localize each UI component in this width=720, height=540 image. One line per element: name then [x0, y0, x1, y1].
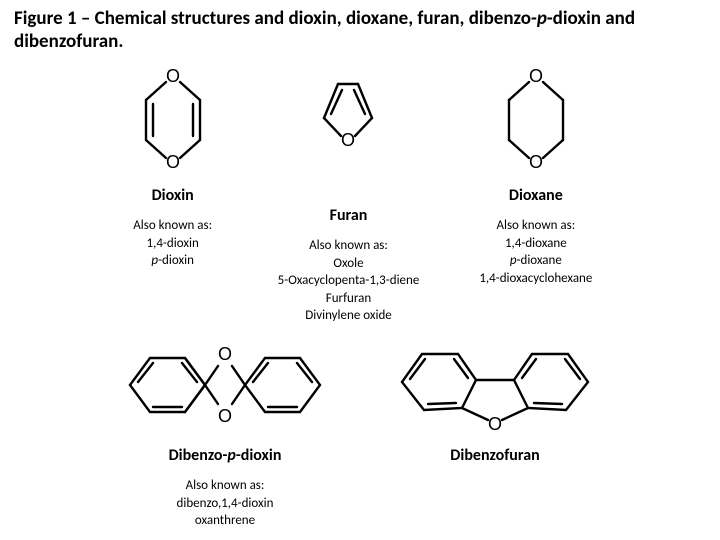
aka-line: oxanthrene — [177, 512, 274, 530]
dioxane-structure: O O — [491, 60, 581, 180]
svg-text:O: O — [529, 66, 543, 86]
mol-dioxin: O O Dioxin Also known as: 1,4-dioxin p-d… — [128, 60, 218, 325]
mol-dibenzo-p-dioxin: O O Dibenzo-p-dioxin Also known as: dibe… — [110, 330, 340, 530]
aka-header: Also known as: — [479, 217, 592, 235]
aka-line: 5-Oxacyclopenta-1,3-diene — [278, 272, 420, 290]
dioxane-aka: Also known as: 1,4-dioxane p-dioxane 1,4… — [479, 217, 592, 287]
aka-line: Furfuran — [278, 290, 420, 308]
furan-aka: Also known as: Oxole 5-Oxacyclopenta-1,3… — [278, 237, 420, 325]
aka-line: Divinylene oxide — [278, 307, 420, 325]
mol-furan: O Furan Also known as: Oxole 5-Oxacyclop… — [278, 60, 420, 325]
dioxin-structure: O O — [128, 60, 218, 180]
title-before: Figure 1 – Chemical structures and dioxi… — [14, 7, 537, 30]
dibenzo-p-dioxin-aka: Also known as: dibenzo,1,4-dioxin oxanth… — [177, 477, 274, 530]
title-italic: p — [537, 7, 547, 30]
aka-header: Also known as: — [278, 237, 420, 255]
dibenzofuran-name: Dibenzofuran — [450, 446, 539, 465]
aka-line: 1,4-dioxane — [479, 235, 592, 253]
svg-text:O: O — [341, 130, 355, 150]
mol-dibenzofuran: O Dibenzofuran — [380, 330, 610, 530]
furan-name: Furan — [330, 206, 368, 225]
mol-dioxane: O O Dioxane Also known as: 1,4-dioxane p… — [479, 60, 592, 325]
svg-text:O: O — [218, 344, 232, 364]
dioxin-aka: Also known as: 1,4-dioxin p-dioxin — [133, 217, 212, 270]
furan-structure: O — [298, 60, 398, 180]
dioxin-name: Dioxin — [152, 186, 194, 205]
aka-header: Also known as: — [133, 217, 212, 235]
svg-text:O: O — [488, 414, 502, 434]
aka-line: 1,4-dioxacyclohexane — [479, 270, 592, 288]
aka-line: p-dioxane — [479, 252, 592, 270]
svg-text:O: O — [166, 152, 180, 172]
dibenzofuran-structure: O — [380, 330, 610, 440]
svg-text:O: O — [166, 66, 180, 86]
dibenzo-p-dioxin-structure: O O — [110, 330, 340, 440]
aka-line: 1,4-dioxin — [133, 235, 212, 253]
dibenzo-p-dioxin-name: Dibenzo-p-dioxin — [169, 446, 282, 465]
aka-line: p-dioxin — [133, 252, 212, 270]
aka-line: Oxole — [278, 255, 420, 273]
svg-text:O: O — [529, 152, 543, 172]
figure-title: Figure 1 – Chemical structures and dioxi… — [14, 8, 706, 54]
dioxane-name: Dioxane — [509, 186, 563, 205]
row-bottom: O O Dibenzo-p-dioxin Also known as: dibe… — [0, 330, 720, 530]
aka-header: Also known as: — [177, 477, 274, 495]
svg-text:O: O — [218, 406, 232, 426]
row-top: O O Dioxin Also known as: 1,4-dioxin p-d… — [0, 60, 720, 325]
aka-line: dibenzo,1,4-dioxin — [177, 495, 274, 513]
